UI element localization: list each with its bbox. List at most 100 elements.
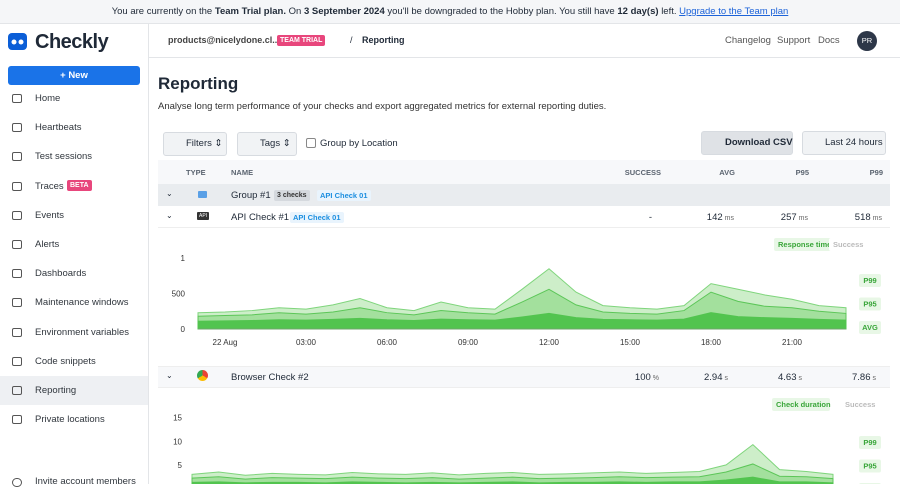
header: products@nicelydone.cl... TEAM TRIAL / R… (149, 24, 900, 58)
nav-item[interactable]: Environment variables (0, 318, 148, 347)
nav-icon (12, 415, 22, 425)
series-tag: P95 (863, 462, 876, 471)
nav-item[interactable]: Private locations (0, 405, 148, 434)
legend-tag: Check duration (776, 400, 831, 409)
area (197, 312, 847, 330)
unit: ms (724, 215, 734, 222)
nav-icon (12, 152, 22, 162)
avg-cell: 2.94 (704, 372, 723, 383)
nav-item[interactable]: Dashboards (0, 259, 148, 288)
column-header: TYPE (186, 168, 206, 177)
nav-icon (12, 210, 22, 220)
nav-icon (12, 269, 22, 279)
sidebar: Checkly + New Home Heartbeats Test session… (0, 24, 149, 487)
header-link[interactable]: Support (777, 35, 811, 46)
series-tag-bg (859, 436, 881, 449)
nav-icon (12, 298, 22, 308)
tags-button[interactable]: Tags ⇕ (237, 132, 297, 156)
legend-tag-bg (829, 238, 867, 251)
unit: s (872, 375, 877, 382)
filters-button[interactable]: Filters ⇕ (163, 132, 227, 156)
header-link[interactable]: Docs (818, 35, 840, 46)
legend-tag-bg (772, 398, 830, 411)
column-header[interactable]: P95 (795, 168, 809, 177)
nav-item[interactable]: Maintenance windows (0, 288, 148, 317)
api-icon: API (197, 212, 210, 220)
row-name: Browser Check #2 (231, 372, 309, 383)
account[interactable]: products@nicelydone.cl... (168, 35, 280, 45)
check-row[interactable] (158, 366, 890, 388)
count-badge: 3 checks (274, 190, 310, 201)
invite-link[interactable]: Invite account members (35, 476, 136, 487)
range-label: Last 24 hours (825, 137, 883, 148)
column-header[interactable]: SUCCESS (624, 168, 661, 177)
banner-text: You are currently on the (111, 6, 213, 17)
y-tick-label: 15 (173, 414, 182, 423)
p99-cell: 7.86 (852, 372, 871, 383)
chevron[interactable]: ⌄ (166, 371, 173, 380)
x-tick-label: 03:00 (296, 338, 317, 347)
area (191, 476, 834, 484)
column-header[interactable]: NAME (231, 168, 254, 177)
plan-badge: TEAM TRIAL (277, 35, 326, 46)
series-tag-bg (859, 297, 881, 311)
series-tag-bg (859, 321, 881, 334)
avg-cell: 142 (706, 212, 723, 223)
nav-icon (12, 181, 22, 191)
nav-item[interactable]: Alerts (0, 230, 148, 259)
nav-icon (12, 123, 22, 133)
group-by-label[interactable]: Group by Location (320, 138, 398, 149)
y-tick-label: 1 (181, 254, 186, 263)
x-tick-label: 15:00 (620, 338, 641, 347)
page-subtitle: Analyse long term performance of your ch… (158, 101, 607, 112)
series-tag: P99 (863, 276, 876, 285)
nav-label: Environment variables (35, 326, 129, 338)
column-header[interactable]: AVG (719, 168, 735, 177)
nav-item[interactable]: Reporting (0, 376, 148, 405)
checkbox[interactable] (306, 138, 316, 148)
range-button[interactable]: Last 24 hours (802, 131, 886, 155)
p95-cell: 4.63 (778, 372, 797, 383)
check-row[interactable] (158, 206, 890, 228)
chrome-icon (197, 370, 208, 381)
nav-icon (12, 356, 22, 366)
nav-item[interactable]: Code snippets (0, 347, 148, 376)
table-header (158, 160, 890, 184)
p99-cell: 518 (854, 212, 871, 223)
banner-text: Team Trial plan. (214, 6, 286, 17)
row-name: API Check #1 (231, 212, 290, 223)
header-link[interactable]: Changelog (725, 35, 771, 46)
unit: ms (798, 215, 808, 222)
chevron[interactable]: ⌄ (166, 189, 173, 198)
area (191, 463, 834, 484)
x-tick-label: 18:00 (701, 338, 722, 347)
nav-label: Dashboards (35, 268, 87, 280)
unit: ms (872, 215, 882, 222)
nav-icon (12, 386, 22, 395)
unit: s (798, 375, 803, 382)
chevron[interactable]: ⌄ (166, 211, 173, 220)
legend-tag: Success (833, 240, 863, 249)
download-button[interactable]: Download CSV (701, 131, 793, 155)
y-tick-label: 10 (173, 437, 182, 446)
avatar[interactable]: PR (857, 31, 877, 51)
column-header[interactable]: P99 (869, 168, 883, 177)
series-tag: AVG (862, 323, 878, 332)
new-button-label: New (68, 70, 88, 81)
nav-item[interactable]: Traces BETA (0, 172, 148, 201)
new-button[interactable]: + New (8, 66, 140, 85)
area (191, 443, 834, 484)
x-tick-label: 22 Aug (213, 338, 238, 347)
download-label: Download CSV (725, 137, 793, 148)
nav-item[interactable]: Events (0, 201, 148, 230)
upgrade-link[interactable]: Upgrade to the Team plan (679, 6, 789, 17)
nav-item[interactable]: Home (0, 84, 148, 113)
nav-item[interactable]: Heartbeats (0, 113, 148, 142)
p95-cell: 257 (780, 212, 797, 223)
x-tick-label: 21:00 (782, 338, 803, 347)
nav-item[interactable]: Test sessions (0, 142, 148, 171)
tag: API Check 01 (290, 212, 344, 223)
series-tag: P99 (863, 438, 876, 447)
banner-text: you'll be downgraded to the Hobby plan. … (387, 6, 615, 17)
